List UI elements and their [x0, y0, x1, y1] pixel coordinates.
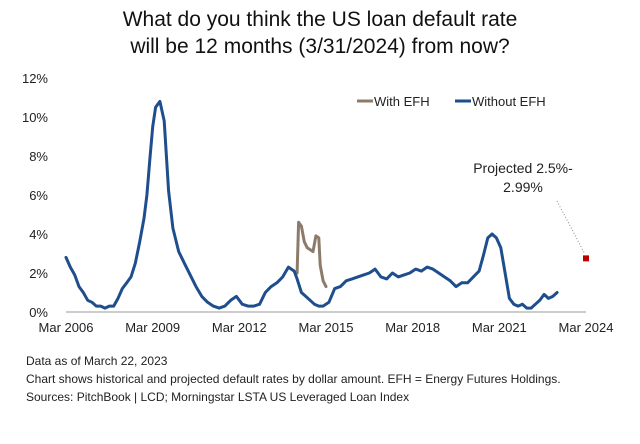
x-tick-label: Mar 2018	[385, 320, 440, 335]
y-axis: 0% 2% 4% 6% 8% 10% 12%	[22, 71, 48, 320]
legend: With EFH Without EFH	[357, 94, 546, 109]
chart-notes: Data as of March 22, 2023 Chart shows hi…	[26, 352, 561, 406]
legend-label-with-efh: With EFH	[374, 94, 430, 109]
projection-label-line: 2.99%	[503, 179, 543, 195]
series-line-without-efh	[64, 99, 559, 310]
y-tick-label: 12%	[22, 71, 48, 86]
note-description: Chart shows historical and projected def…	[26, 372, 561, 386]
projection-annotation: Projected 2.5%- 2.99%	[473, 160, 589, 262]
legend-label-without-efh: Without EFH	[472, 94, 546, 109]
x-tick-label: Mar 2012	[212, 320, 267, 335]
series-line-with-efh	[295, 220, 328, 289]
title-line-1: What do you think the US loan default ra…	[122, 8, 518, 31]
projection-marker	[583, 255, 589, 262]
x-tick-label: Mar 2009	[125, 320, 180, 335]
y-tick-label: 2%	[29, 266, 48, 281]
chart-title: What do you think the US loan default ra…	[0, 6, 640, 60]
y-tick-label: 10%	[22, 110, 48, 125]
x-tick-label: Mar 2015	[299, 320, 354, 335]
series-layer	[64, 99, 559, 310]
x-tick-label: Mar 2024	[559, 320, 614, 335]
note-sources: Sources: PitchBook | LCD; Morningstar LS…	[26, 390, 410, 404]
note-data-date: Data as of March 22, 2023	[26, 354, 168, 368]
projection-callout-line	[556, 200, 585, 253]
y-tick-label: 0%	[29, 305, 48, 320]
y-tick-label: 6%	[29, 188, 48, 203]
projection-label-line: Projected 2.5%-	[473, 160, 573, 176]
y-tick-label: 4%	[29, 227, 48, 242]
x-tick-label: Mar 2006	[39, 320, 94, 335]
y-tick-label: 8%	[29, 149, 48, 164]
title-line-2: will be 12 months (3/31/2024) from now?	[130, 35, 510, 58]
default-rate-chart: 0% 2% 4% 6% 8% 10% 12% Mar 2006 Mar 2009 Mar 201…	[22, 71, 614, 335]
x-tick-label: Mar 2021	[472, 320, 527, 335]
x-axis: Mar 2006 Mar 2009 Mar 2012 Mar 2015 Mar 2018…	[39, 311, 614, 335]
